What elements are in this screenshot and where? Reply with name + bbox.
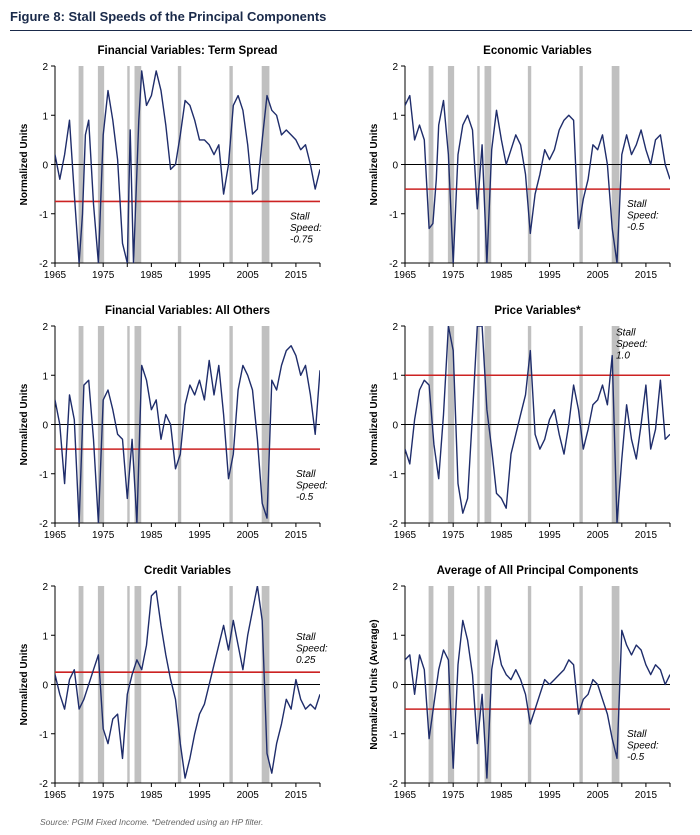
- y-axis-label: Normalized Units: [19, 643, 30, 725]
- source-note: Source: PGIM Fixed Income. *Detrended us…: [40, 817, 264, 827]
- x-tick-label: 1975: [92, 530, 115, 541]
- x-tick-label: 2005: [587, 270, 610, 281]
- y-tick-label: 0: [392, 421, 398, 432]
- x-tick-label: 1995: [538, 530, 561, 541]
- x-tick-label: 1995: [188, 790, 211, 801]
- stall-speed-label: Stall Speed: 0.25: [296, 632, 328, 666]
- chart-title: Financial Variables: All Others: [105, 305, 270, 317]
- y-tick-label: -2: [39, 259, 48, 270]
- y-tick-label: 1: [42, 371, 48, 382]
- series-line: [55, 70, 320, 263]
- x-tick-label: 2015: [285, 790, 308, 801]
- y-tick-label: -2: [389, 519, 398, 530]
- x-tick-label: 1985: [490, 790, 513, 801]
- x-tick-label: 1975: [442, 270, 465, 281]
- chart-all-others: Financial Variables: All Others -2 -1 0 1 2 19…: [19, 305, 328, 541]
- chart-average-components: Average of All Principal Components -2 -1 0…: [369, 565, 671, 801]
- chart-economic-variables: Economic Variables -2 -1 0 1 2 1965 1975 1985 199…: [369, 45, 671, 281]
- y-tick-label: 2: [392, 62, 398, 73]
- x-tick-label: 1985: [490, 270, 513, 281]
- x-tick-label: 1965: [394, 530, 417, 541]
- y-tick-label: 2: [392, 322, 398, 333]
- x-tick-label: 1965: [44, 790, 67, 801]
- y-tick-label: -1: [389, 210, 398, 221]
- figure-title: Figure 8: Stall Speeds of the Principal …: [10, 9, 327, 24]
- y-tick-label: 2: [42, 582, 48, 593]
- chart-title: Financial Variables: Term Spread: [97, 45, 277, 57]
- stall-speed-label: Stall Speed: -0.5: [627, 729, 659, 763]
- stall-speed-label: Stall Speed: -0.75: [290, 211, 322, 245]
- y-tick-label: -2: [39, 779, 48, 790]
- y-tick-label: 1: [392, 371, 398, 382]
- x-tick-label: 2015: [635, 270, 658, 281]
- x-tick-label: 1965: [394, 270, 417, 281]
- x-tick-label: 1965: [394, 790, 417, 801]
- x-tick-label: 1995: [188, 270, 211, 281]
- y-tick-label: 0: [42, 161, 48, 172]
- chart-title: Credit Variables: [144, 565, 231, 577]
- x-tick-label: 2015: [635, 790, 658, 801]
- x-tick-label: 2005: [587, 790, 610, 801]
- y-tick-label: -2: [39, 519, 48, 530]
- x-tick-label: 1995: [538, 790, 561, 801]
- x-tick-label: 1985: [490, 530, 513, 541]
- y-tick-label: -1: [389, 470, 398, 481]
- y-tick-label: 0: [392, 681, 398, 692]
- y-tick-label: 1: [42, 111, 48, 122]
- y-tick-label: 1: [42, 631, 48, 642]
- y-tick-label: 1: [392, 111, 398, 122]
- y-tick-label: -1: [39, 730, 48, 741]
- y-tick-label: -2: [389, 259, 398, 270]
- y-axis-label: Normalized Units: [369, 383, 380, 465]
- x-tick-label: 1965: [44, 270, 67, 281]
- y-axis-label: Normalized Units: [19, 383, 30, 465]
- y-tick-label: -1: [39, 470, 48, 481]
- y-tick-label: -1: [389, 730, 398, 741]
- series-line: [55, 586, 320, 779]
- series-line: [405, 94, 670, 263]
- y-tick-label: 0: [42, 681, 48, 692]
- x-tick-label: 1995: [538, 270, 561, 281]
- x-tick-label: 1985: [140, 270, 163, 281]
- x-tick-label: 1975: [442, 790, 465, 801]
- x-tick-label: 1975: [442, 530, 465, 541]
- x-tick-label: 1995: [188, 530, 211, 541]
- y-tick-label: 0: [392, 161, 398, 172]
- chart-credit-variables: Credit Variables -2 -1 0 1 2 1965 1975 1985 1995 2…: [19, 565, 328, 801]
- title-rule: [10, 30, 692, 31]
- stall-speed-label: Stall Speed: 1.0: [616, 327, 648, 361]
- x-tick-label: 2005: [237, 270, 260, 281]
- chart-price-variables: Price Variables* -2 -1 0 1 2 1965 1975 1985 1995 2…: [369, 305, 671, 541]
- x-tick-label: 2015: [285, 270, 308, 281]
- y-tick-label: -1: [39, 210, 48, 221]
- chart-title: Economic Variables: [483, 45, 592, 57]
- x-tick-label: 1985: [140, 790, 163, 801]
- stall-speed-label: Stall Speed: -0.5: [627, 199, 659, 233]
- chart-title: Price Variables*: [494, 305, 581, 317]
- x-tick-label: 1975: [92, 790, 115, 801]
- y-tick-label: 1: [392, 631, 398, 642]
- series-line: [55, 345, 320, 523]
- x-tick-label: 1985: [140, 530, 163, 541]
- y-tick-label: -2: [389, 779, 398, 790]
- x-tick-label: 2005: [237, 790, 260, 801]
- y-tick-label: 2: [42, 62, 48, 73]
- y-tick-label: 0: [42, 421, 48, 432]
- y-axis-label: Normalized Units (Average): [369, 619, 380, 749]
- series-line: [405, 326, 670, 523]
- x-tick-label: 1965: [44, 530, 67, 541]
- x-tick-label: 2015: [285, 530, 308, 541]
- y-axis-label: Normalized Units: [19, 123, 30, 205]
- x-tick-label: 2005: [237, 530, 260, 541]
- x-tick-label: 2005: [587, 530, 610, 541]
- y-tick-label: 2: [42, 322, 48, 333]
- x-tick-label: 2015: [635, 530, 658, 541]
- x-tick-label: 1975: [92, 270, 115, 281]
- chart-title: Average of All Principal Components: [437, 565, 639, 577]
- series-line: [405, 619, 670, 779]
- y-axis-label: Normalized Units: [369, 123, 380, 205]
- y-tick-label: 2: [392, 582, 398, 593]
- chart-term-spread: Financial Variables: Term Spread -2 -1 0 1 2 1…: [19, 45, 322, 281]
- stall-speed-label: Stall Speed: -0.5: [296, 469, 328, 503]
